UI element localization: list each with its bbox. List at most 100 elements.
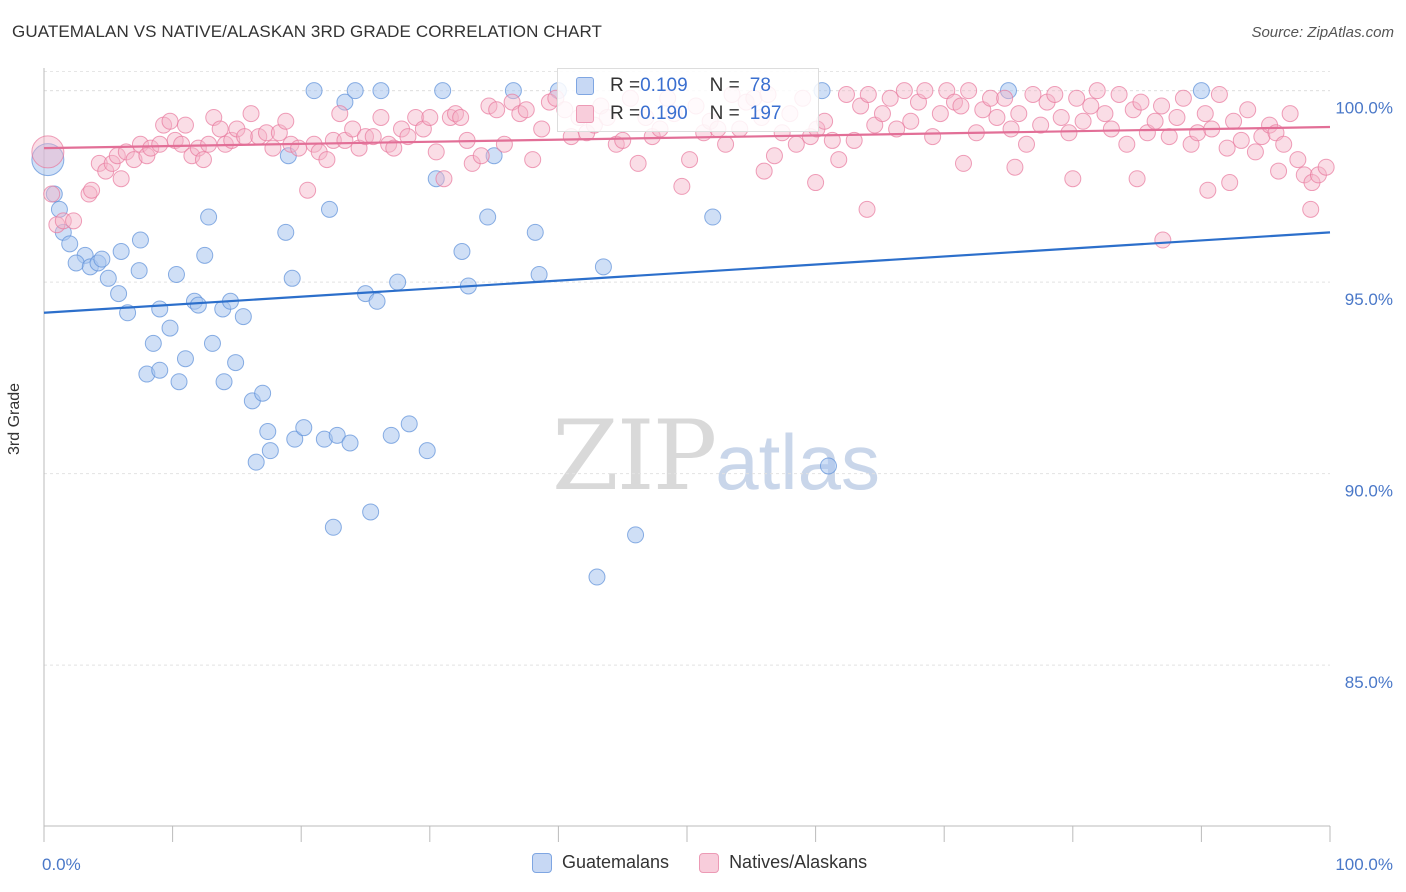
point-natives: [194, 151, 212, 169]
point-natives: [452, 108, 470, 126]
point-natives: [299, 181, 317, 199]
point-natives: [112, 170, 130, 188]
point-natives: [888, 120, 906, 138]
point-natives: [816, 112, 834, 130]
legend-swatch-natives: [699, 852, 720, 873]
point-natives: [151, 135, 169, 153]
trend-lines: [43, 125, 1331, 314]
point-guatemalans: [286, 430, 304, 448]
point-guatemalans: [434, 82, 452, 100]
point-natives: [1196, 105, 1214, 123]
point-natives: [1132, 93, 1150, 111]
point-guatemalans: [261, 442, 279, 460]
point-natives: [31, 135, 65, 169]
point-guatemalans: [1192, 82, 1210, 100]
point-natives: [257, 124, 275, 142]
point-natives: [277, 112, 295, 130]
point-guatemalans: [418, 442, 436, 460]
point-natives: [290, 139, 308, 157]
point-natives: [1225, 112, 1243, 130]
point-guatemalans: [196, 246, 214, 264]
point-guatemalans: [130, 262, 148, 280]
point-guatemalans: [530, 265, 548, 283]
stats-n-label: N =: [709, 75, 740, 96]
point-natives: [1074, 112, 1092, 130]
point-natives: [1110, 85, 1128, 103]
point-natives: [399, 128, 417, 146]
point-natives: [1024, 85, 1042, 103]
point-guatemalans: [627, 526, 645, 544]
stats-r-label: R =: [610, 103, 641, 124]
point-guatemalans: [112, 243, 130, 260]
point-guatemalans: [215, 373, 233, 391]
point-guatemalans: [200, 208, 218, 226]
legend-item-natives[interactable]: Natives/Alaskans: [699, 852, 867, 873]
point-natives: [1010, 105, 1028, 123]
point-guatemalans: [341, 434, 359, 452]
point-natives: [488, 101, 506, 119]
point-natives: [125, 151, 143, 169]
point-guatemalans: [161, 319, 179, 337]
point-natives: [495, 135, 513, 153]
point-natives: [264, 139, 282, 157]
point-natives: [717, 135, 735, 153]
point-natives: [1168, 108, 1186, 126]
point-natives: [1154, 231, 1172, 249]
point-guatemalans: [189, 296, 207, 314]
point-natives: [427, 143, 445, 161]
point-guatemalans: [594, 258, 612, 276]
x-tick-label-max: 100.0%: [1335, 855, 1393, 874]
point-natives: [960, 82, 978, 100]
point-natives: [1302, 200, 1320, 218]
point-natives: [837, 85, 855, 103]
point-guatemalans: [259, 423, 277, 441]
point-guatemalans: [167, 265, 185, 283]
point-natives: [916, 82, 934, 100]
point-natives: [138, 147, 156, 165]
watermark-zip: ZIP: [552, 400, 717, 512]
point-guatemalans: [67, 254, 85, 272]
point-guatemalans: [453, 243, 471, 260]
point-natives: [54, 212, 72, 230]
point-natives: [472, 147, 490, 165]
point-guatemalans: [61, 235, 79, 253]
point-natives: [1146, 112, 1164, 130]
point-natives: [1232, 131, 1250, 149]
point-guatemalans: [31, 143, 65, 177]
point-natives: [1199, 181, 1217, 199]
point-natives: [755, 162, 773, 180]
point-natives: [858, 200, 876, 218]
point-natives: [480, 97, 498, 115]
point-natives: [1174, 89, 1192, 107]
point-natives: [318, 151, 336, 169]
legend-swatch-guatemalans: [532, 852, 552, 873]
stats-r-value: 0.109: [640, 75, 688, 96]
point-natives: [1118, 135, 1136, 153]
point-natives: [1082, 97, 1100, 115]
point-guatemalans: [368, 292, 386, 310]
point-natives: [1239, 101, 1257, 119]
point-natives: [421, 108, 439, 126]
point-natives: [1270, 162, 1288, 180]
point-natives: [881, 89, 899, 107]
legend-item-guatemalans[interactable]: Guatemalans: [532, 852, 669, 873]
point-guatemalans: [99, 269, 117, 287]
point-natives: [1317, 158, 1335, 176]
point-guatemalans: [203, 334, 221, 352]
point-guatemalans: [324, 518, 342, 536]
point-natives: [1281, 105, 1299, 123]
point-natives: [1246, 143, 1264, 161]
point-natives: [65, 212, 83, 230]
point-natives: [364, 128, 382, 146]
point-natives: [673, 177, 691, 195]
x-tick-label-min: 0.0%: [42, 855, 81, 874]
point-guatemalans: [372, 82, 390, 100]
point-guatemalans: [588, 568, 606, 586]
point-guatemalans: [389, 273, 407, 291]
point-natives: [1218, 139, 1236, 157]
legend-label-guatemalans: Guatemalans: [562, 852, 670, 872]
point-natives: [1160, 128, 1178, 146]
point-natives: [533, 120, 551, 138]
point-guatemalans: [485, 147, 503, 165]
point-natives: [1128, 170, 1146, 188]
